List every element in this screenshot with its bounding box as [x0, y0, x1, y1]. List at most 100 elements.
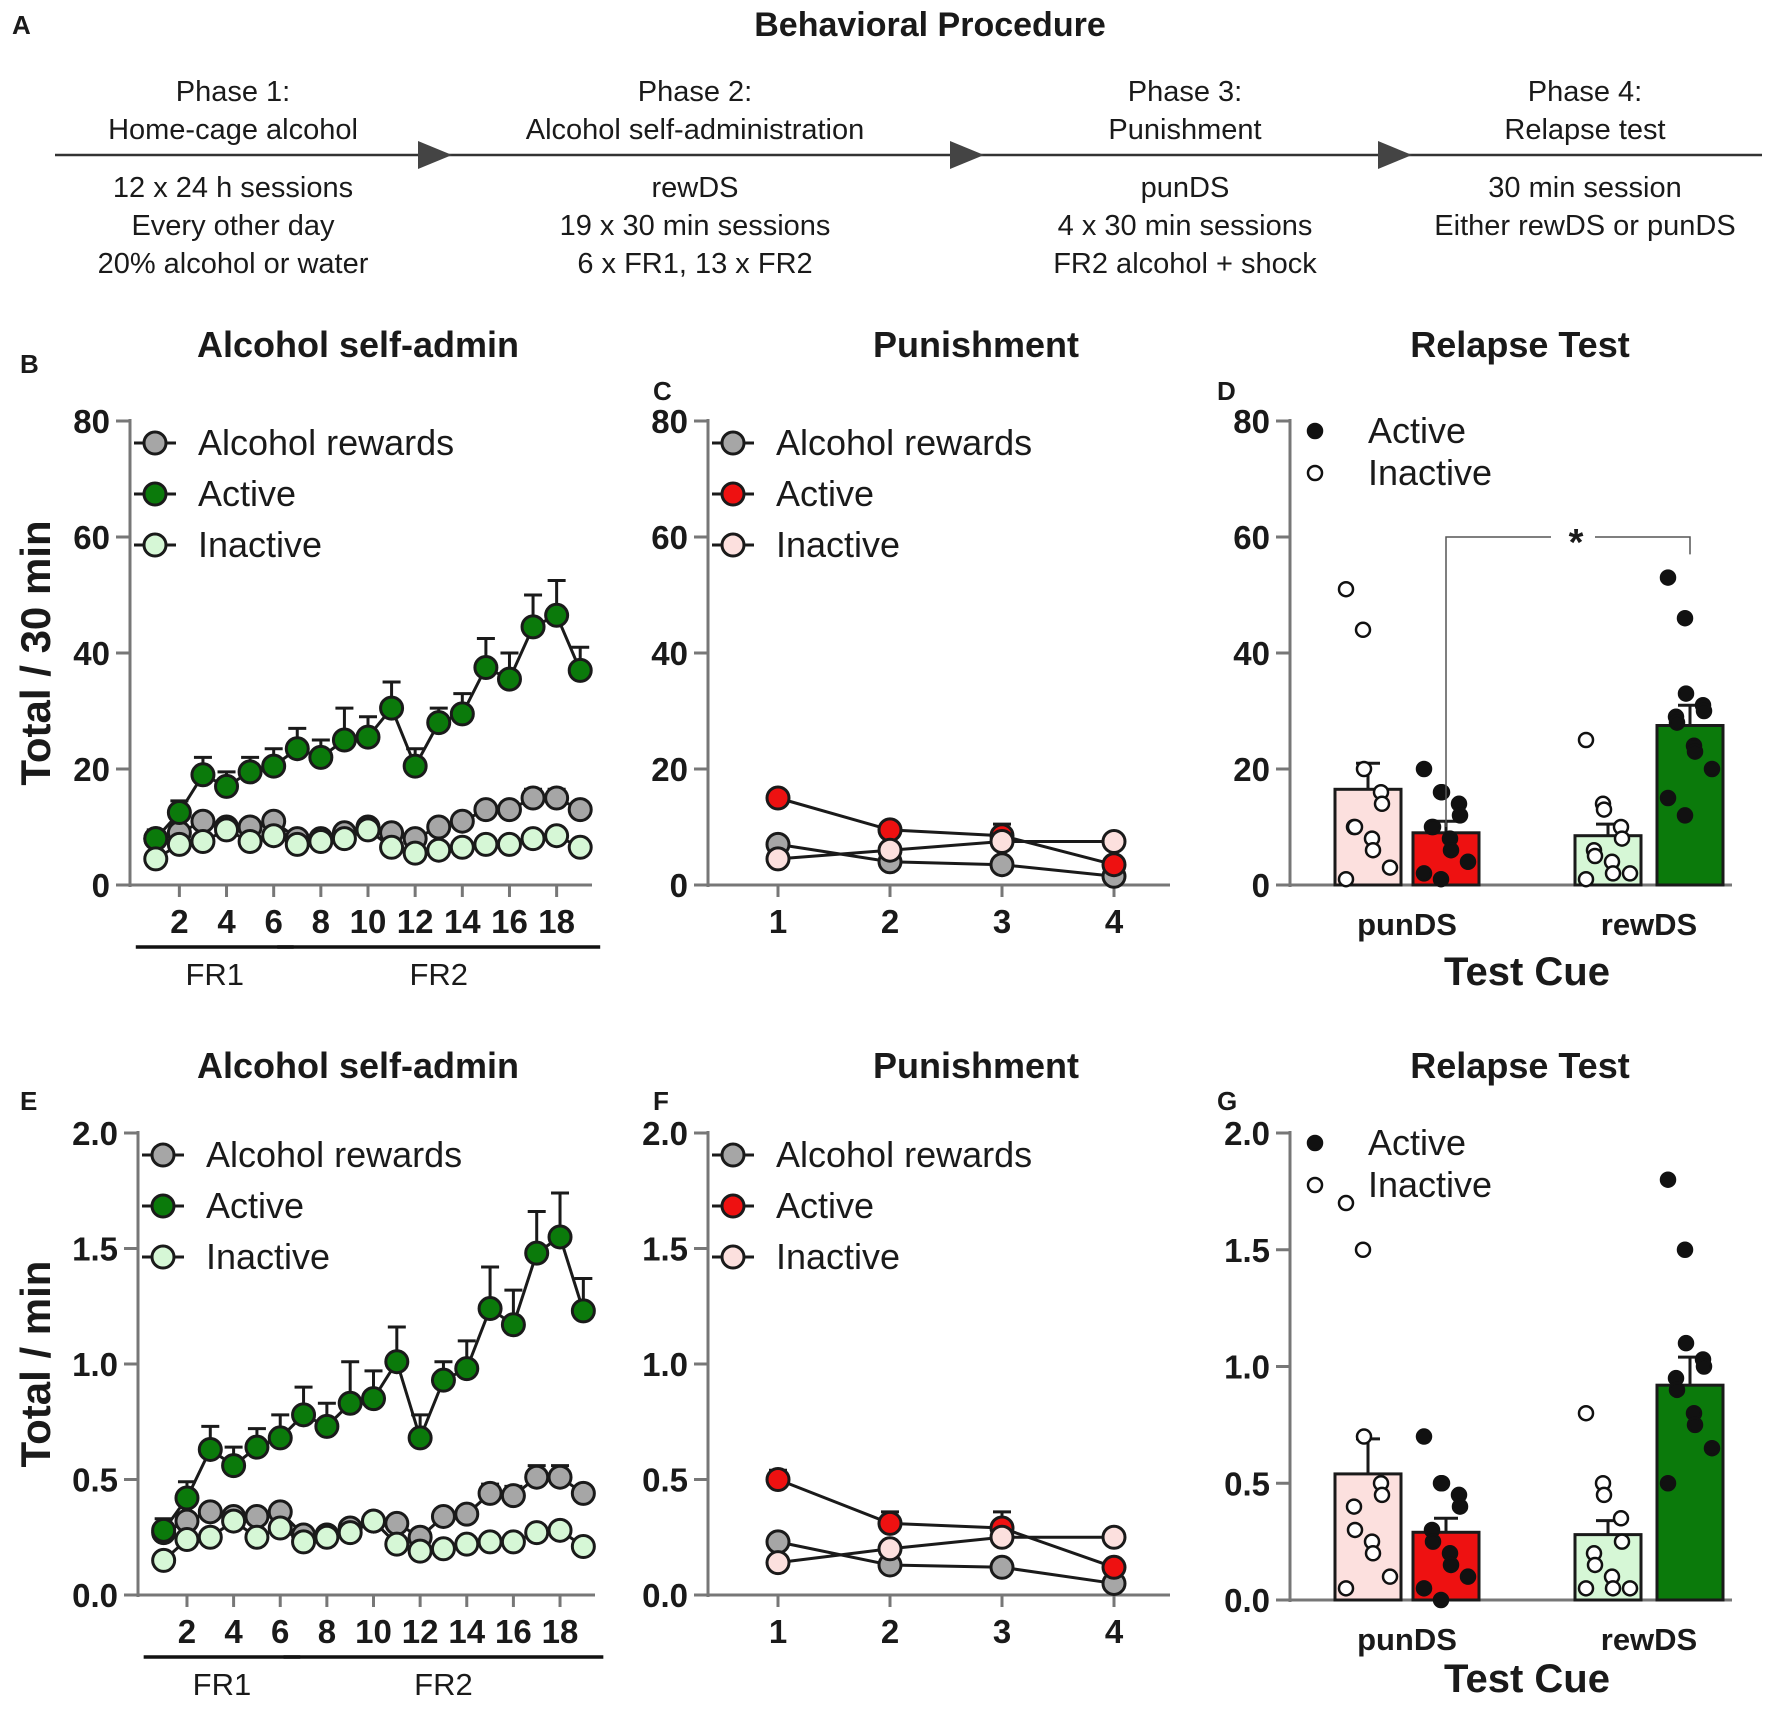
- y-tick-label: 1.5: [642, 1231, 688, 1268]
- point-alcohol-rewards: [477, 1480, 503, 1506]
- point-alcohol-rewards: [430, 1503, 456, 1529]
- data-point-rewds-active: [1668, 714, 1686, 731]
- phase-4-detail-1: 30 min session: [1488, 172, 1681, 204]
- point-active: [331, 727, 357, 753]
- phase-1-detail-1: 12 x 24 h sessions: [113, 172, 353, 204]
- point-alcohol-rewards: [520, 785, 546, 811]
- timeline-arrow-3: [1378, 141, 1412, 169]
- y-tick-label: 80: [651, 403, 688, 440]
- phase-4: Phase 4: Relapse test 30 min session Eit…: [1434, 76, 1735, 242]
- legend-label-active: Active: [1368, 410, 1466, 451]
- legend-marker-inactive: [720, 1244, 746, 1270]
- y-tick-label: 40: [651, 635, 688, 672]
- point-inactive: [143, 846, 169, 872]
- x-tick-label: 8: [318, 1613, 336, 1650]
- point-inactive: [314, 1524, 340, 1550]
- x-tick-label: 1: [769, 903, 787, 940]
- legend-marker-inactive: [150, 1244, 176, 1270]
- point-inactive: [284, 831, 310, 857]
- x-tick-label: 10: [355, 1613, 392, 1650]
- data-point-rewds-active: [1695, 702, 1713, 720]
- point-active: [877, 817, 903, 843]
- legend-label-active: Active: [198, 473, 296, 514]
- point-inactive: [337, 1520, 363, 1546]
- point-active: [151, 1517, 177, 1543]
- y-tick-label: 1.0: [72, 1346, 118, 1383]
- phase-1-detail-3: 20% alcohol or water: [98, 248, 369, 280]
- phase-4-detail-2: Either rewDS or punDS: [1434, 210, 1735, 242]
- panel-a-label: A: [12, 10, 31, 40]
- point-active: [291, 1402, 317, 1428]
- x-tick-label: 12: [402, 1613, 439, 1650]
- data-point-rewds-active: [1676, 609, 1694, 627]
- point-alcohol-rewards: [567, 797, 593, 823]
- y-axis-label: Total / 30 min: [12, 520, 59, 785]
- legend-label-alcohol-rewards: Alcohol rewards: [206, 1134, 462, 1175]
- point-active: [426, 710, 452, 736]
- data-point-punds-inactive: [1355, 760, 1373, 778]
- legend-marker-active: [720, 481, 746, 507]
- panel-b: B Alcohol self-admin 0 20 40 60 80 2 4 6 8 10 12 14 16…: [12, 324, 601, 992]
- x-tick-label: 4: [217, 903, 236, 940]
- data-point-punds-inactive: [1373, 795, 1391, 813]
- data-point-punds-active: [1433, 783, 1451, 801]
- data-point-rewds-active: [1703, 760, 1721, 778]
- data-point-rewds-active: [1686, 1416, 1704, 1434]
- point-active: [261, 753, 287, 779]
- point-active: [284, 736, 310, 762]
- point-inactive: [567, 834, 593, 860]
- data-point-punds-active: [1415, 760, 1433, 778]
- point-inactive: [407, 1538, 433, 1564]
- panel-d: D Relapse Test 0 20 40 60 80 punDS rewDS Test Cue…: [1217, 324, 1732, 994]
- point-active: [544, 602, 570, 628]
- group-label-fr1: FR1: [193, 1667, 252, 1702]
- x-tick-label: 6: [265, 903, 283, 940]
- data-point-rewds-inactive: [1595, 1486, 1613, 1504]
- panel-title: Punishment: [873, 324, 1079, 365]
- data-point-punds-inactive: [1337, 1194, 1355, 1212]
- point-alcohol-rewards: [544, 785, 570, 811]
- data-point-punds-active: [1451, 807, 1469, 824]
- point-inactive: [197, 1524, 223, 1550]
- significance-bracket-left: [1445, 536, 1551, 827]
- legend-label-inactive: Inactive: [1368, 452, 1492, 493]
- x-tick-label: 18: [538, 903, 575, 940]
- point-inactive: [1101, 1524, 1127, 1550]
- point-inactive: [267, 1515, 293, 1541]
- panel-title: Relapse Test: [1410, 1045, 1629, 1086]
- point-inactive: [190, 829, 216, 854]
- data-point-punds-active: [1459, 853, 1477, 871]
- x-tick-label: 4: [1105, 1613, 1124, 1650]
- y-tick-label: 0.0: [72, 1577, 118, 1614]
- data-point-punds-active: [1432, 870, 1450, 888]
- y-tick-label: 80: [1233, 403, 1270, 440]
- data-point-punds-active: [1433, 1475, 1451, 1492]
- data-point-punds-inactive: [1355, 1428, 1373, 1445]
- panel-title: Alcohol self-admin: [197, 1045, 519, 1086]
- point-alcohol-rewards: [473, 797, 499, 823]
- series-line-alcohol-rewards: [777, 842, 1115, 878]
- data-point-punds-inactive: [1381, 1568, 1399, 1585]
- data-point-punds-inactive: [1337, 870, 1355, 888]
- series-line-active: [777, 796, 1115, 867]
- data-point-rewds-inactive: [1604, 1580, 1622, 1597]
- series-line-active: [777, 1478, 1115, 1569]
- legend-marker-inactive: [720, 532, 746, 558]
- x-tick-label: 3: [993, 1613, 1011, 1650]
- data-point-rewds-active: [1676, 807, 1694, 824]
- point-alcohol-rewards: [384, 1510, 410, 1536]
- x-tick-label: 16: [491, 903, 528, 940]
- legend-marker-active: [1306, 1134, 1324, 1152]
- y-tick-label: 0.5: [72, 1462, 118, 1499]
- y-tick-label: 2.0: [642, 1115, 688, 1152]
- category-label-rewds: rewDS: [1601, 907, 1697, 942]
- panel-label: F: [653, 1086, 669, 1116]
- data-point-rewds-inactive: [1595, 801, 1613, 818]
- panel-label: D: [1217, 376, 1236, 406]
- legend-label-inactive: Inactive: [1368, 1164, 1492, 1205]
- category-label-punds: punDS: [1357, 1622, 1457, 1657]
- legend-label-inactive: Inactive: [776, 524, 900, 565]
- point-inactive: [308, 829, 334, 854]
- panel-f: F Punishment 0.0 0.5 1.0 1.5 2.0 1 2 3 4 Alcohol re…: [642, 1045, 1170, 1650]
